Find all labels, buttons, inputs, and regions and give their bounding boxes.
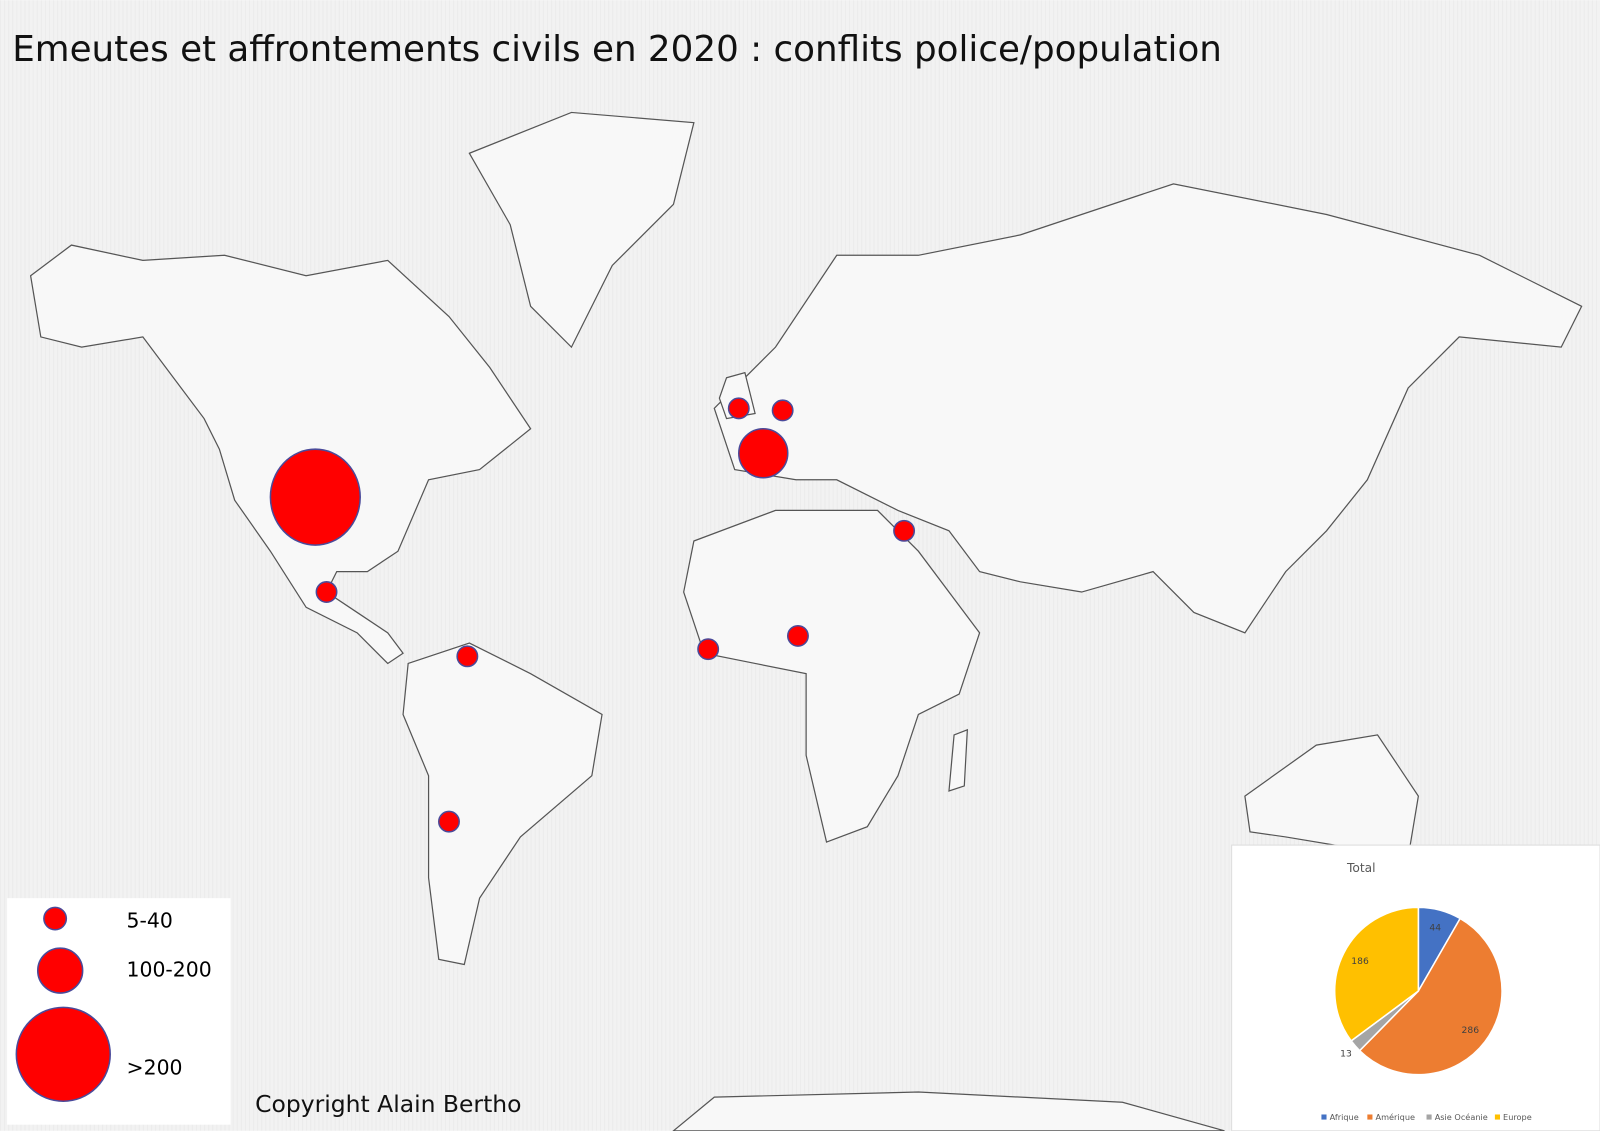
greenland	[468, 111, 695, 349]
legend-label: Amérique	[1376, 1112, 1416, 1122]
size-legend: 5-40 100-200 >200	[7, 898, 231, 1125]
pie-value-label: 186	[1351, 956, 1369, 967]
legend-label: Afrique	[1330, 1112, 1359, 1122]
marker-large	[269, 448, 361, 546]
marker-small	[456, 645, 479, 668]
marker-small	[315, 581, 338, 604]
pie-slice	[1333, 906, 1420, 1042]
pie-value-label: 286	[1462, 1025, 1480, 1036]
pie-value-label: 44	[1429, 922, 1441, 933]
legend-symbol	[15, 1006, 111, 1102]
eurasia	[713, 183, 1583, 634]
marker-medium	[738, 428, 789, 479]
copyright: Copyright Alain Bertho	[255, 1090, 521, 1118]
legend-swatch	[1321, 1114, 1327, 1120]
pie-chart: Total 44 286 13 186 Afrique Amérique Asie Océa…	[1231, 844, 1600, 1131]
marker-small	[771, 399, 794, 422]
marker-small	[438, 810, 460, 833]
legend-label: >200	[127, 1056, 183, 1080]
legend-swatch	[1494, 1114, 1500, 1120]
legend-label: 5-40	[127, 909, 173, 933]
marker-small	[697, 638, 720, 661]
legend-symbol	[43, 906, 68, 931]
marker-small	[786, 624, 809, 647]
madagascar	[948, 728, 969, 792]
legend-label: Europe	[1503, 1112, 1532, 1122]
pie-slice	[1358, 917, 1503, 1076]
south-america	[402, 642, 603, 966]
legend-symbol	[36, 947, 84, 994]
legend-swatch	[1426, 1114, 1432, 1120]
world-map	[29, 111, 1583, 1131]
markers	[269, 397, 916, 833]
pie-value-label: 13	[1340, 1048, 1352, 1059]
marker-small	[893, 519, 916, 542]
legend-label: 100-200	[127, 958, 212, 982]
legend-swatch	[1367, 1114, 1373, 1120]
marker-small	[727, 397, 750, 420]
map-title: Emeutes et affrontements civils en 2020 …	[12, 29, 1222, 70]
pie-title: Total	[1346, 861, 1376, 875]
legend-label: Asie Océanie	[1435, 1112, 1488, 1122]
